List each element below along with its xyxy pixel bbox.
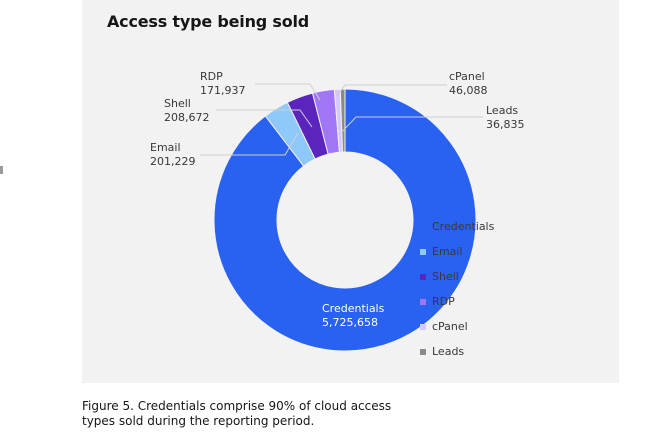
callout-rdp-label: RDP — [200, 70, 223, 83]
legend-label: cPanel — [432, 320, 468, 333]
callout-shell-value: 208,672 — [164, 111, 210, 124]
callout-cpanel-label: cPanel — [449, 70, 485, 83]
legend-label: Email — [432, 245, 463, 258]
leader-email — [200, 132, 299, 156]
callout-leads: Leads 36,835 — [486, 104, 525, 132]
donut-slice-credentials — [213, 88, 477, 352]
leader-cpanel — [336, 84, 447, 97]
figure-caption: Figure 5. Credentials comprise 90% of cl… — [82, 399, 422, 429]
leader-shell — [216, 109, 313, 128]
callout-leads-label: Leads — [486, 104, 519, 117]
callout-credentials: Credentials 5,725,658 — [322, 302, 384, 330]
legend-item-email: Email — [420, 239, 494, 264]
leader-rdp — [255, 83, 321, 101]
caption-line-1: Figure 5. Credentials comprise 90% of cl… — [82, 399, 392, 413]
legend-swatch — [420, 323, 426, 330]
legend-swatch — [420, 248, 426, 255]
chart-title: Access type being sold — [107, 12, 310, 31]
legend-item-credentials: Credentials — [420, 214, 494, 239]
callout-credentials-value: 5,725,658 — [322, 316, 378, 329]
callout-credentials-label: Credentials — [322, 302, 385, 315]
legend-item-cpanel: cPanel — [420, 314, 494, 339]
legend-label: Credentials — [432, 220, 495, 233]
caption-line-2: types sold during the reporting period. — [82, 414, 315, 428]
legend-swatch — [420, 298, 426, 305]
callout-leads-value: 36,835 — [486, 118, 525, 131]
callout-email-label: Email — [150, 141, 181, 154]
edge-mark — [0, 166, 3, 174]
callout-email: Email 201,229 — [150, 141, 196, 169]
callout-cpanel: cPanel 46,088 — [449, 70, 488, 98]
legend-swatch — [420, 273, 426, 280]
legend-label: RDP — [432, 295, 455, 308]
legend-swatch — [420, 348, 426, 355]
legend-item-leads: Leads — [420, 339, 494, 364]
legend-label: Leads — [432, 345, 465, 358]
callout-shell-label: Shell — [164, 97, 191, 110]
chart-legend: Credentials Email Shell RDP cPanel Leads — [420, 214, 494, 364]
leader-leads — [338, 116, 483, 136]
callout-cpanel-value: 46,088 — [449, 84, 488, 97]
legend-item-rdp: RDP — [420, 289, 494, 314]
legend-label: Shell — [432, 270, 459, 283]
legend-item-shell: Shell — [420, 264, 494, 289]
callout-shell: Shell 208,672 — [164, 97, 210, 125]
callout-email-value: 201,229 — [150, 155, 196, 168]
legend-swatch — [420, 223, 426, 230]
callout-rdp-value: 171,937 — [200, 84, 246, 97]
callout-rdp: RDP 171,937 — [200, 70, 246, 98]
